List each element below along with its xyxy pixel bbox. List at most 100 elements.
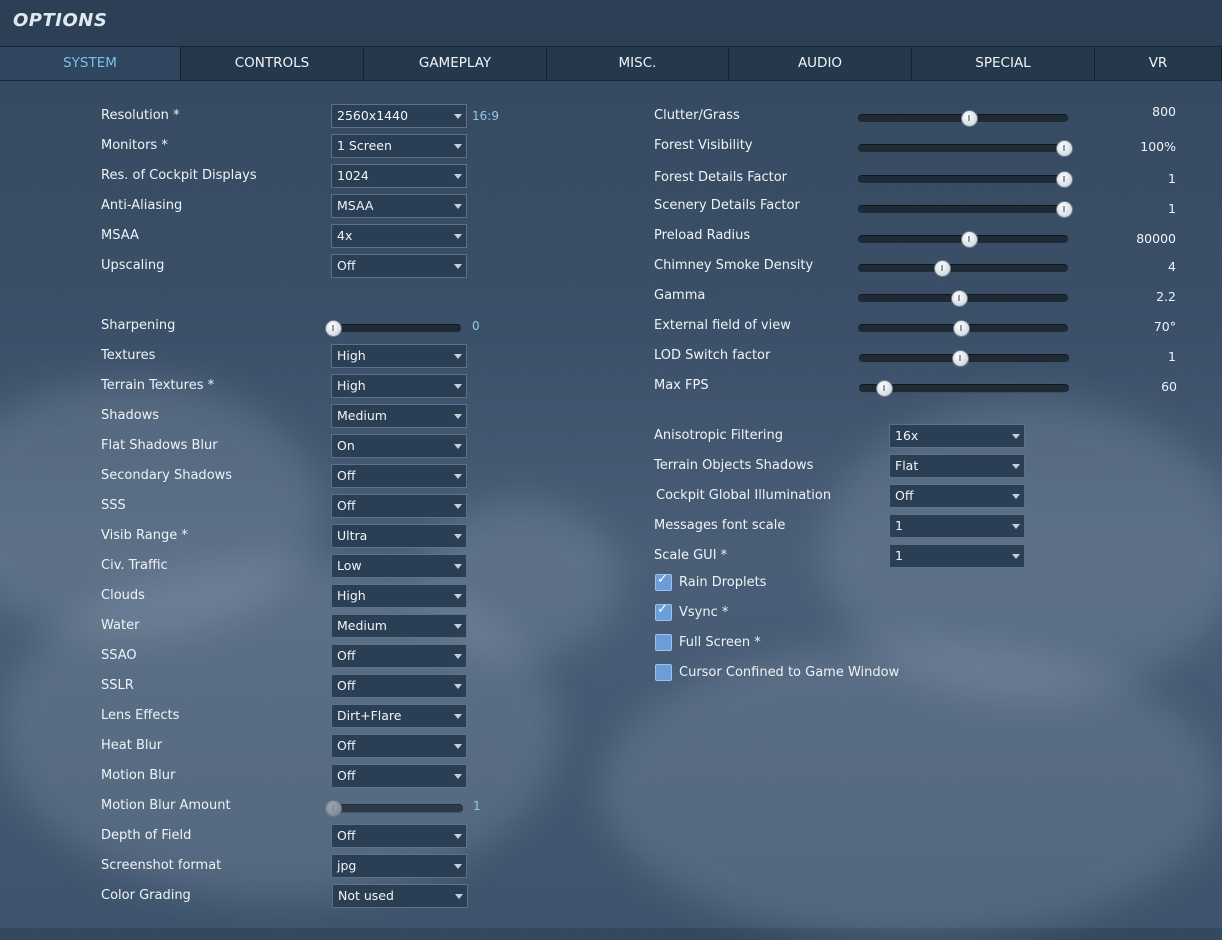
lod-switch-slider[interactable] [859,350,1069,367]
water-dropdown[interactable]: Medium [331,614,467,638]
secondary-shadows-dropdown[interactable]: Off [331,464,467,488]
cursor-confined-label: Cursor Confined to Game Window [679,665,900,680]
external-fov-slider[interactable] [858,320,1068,337]
forest-details-slider[interactable] [858,171,1073,188]
clutter-grass-slider[interactable] [858,110,1068,127]
msaa-label: MSAA [101,228,139,243]
cockpit-displays-dropdown[interactable]: 1024 [331,164,467,188]
tab-special[interactable]: SPECIAL [912,47,1095,80]
gamma-slider[interactable] [858,290,1068,307]
motion-blur-amount-slider[interactable] [325,800,463,817]
textures-dropdown[interactable]: High [331,344,467,368]
preload-radius-slider[interactable] [858,231,1068,248]
motion-blur-dropdown[interactable]: Off [331,764,467,788]
chevron-down-icon [454,414,462,419]
full-screen-checkbox[interactable] [655,634,672,651]
terrain-textures-dropdown[interactable]: High [331,374,467,398]
tab-gameplay[interactable]: GAMEPLAY [364,47,547,80]
visib-range-label: Visib Range * [101,528,188,543]
tab-vr[interactable]: VR [1095,47,1222,80]
gamma-label: Gamma [654,288,706,303]
gamma-slider-handle[interactable] [950,290,968,307]
lens-effects-value: Dirt+Flare [337,708,402,723]
resolution-dropdown[interactable]: 2560x1440 [331,104,467,128]
preload-radius-label: Preload Radius [654,228,751,243]
messages-font-scale-dropdown[interactable]: 1 [889,514,1025,538]
rain-droplets-label: Rain Droplets [679,575,767,590]
rain-droplets-checkbox[interactable]: ✓ [655,572,672,591]
chimney-smoke-slider-handle[interactable] [934,260,951,277]
chevron-down-icon [454,714,462,719]
tab-system[interactable]: SYSTEM [0,47,181,80]
chevron-down-icon [454,174,462,179]
forest-visibility-slider-handle[interactable] [1055,140,1073,157]
clutter-grass-slider-handle[interactable] [961,110,979,127]
terrain-objects-shadows-label: Terrain Objects Shadows [654,458,814,473]
chevron-down-icon [454,774,462,779]
ssao-dropdown[interactable]: Off [331,644,467,668]
depth-of-field-value: Off [337,828,356,843]
preload-radius-slider-handle[interactable] [961,231,979,248]
tab-audio[interactable]: AUDIO [729,47,912,80]
anisotropic-dropdown[interactable]: 16x [889,424,1025,448]
color-grading-dropdown[interactable]: Not used [332,884,468,908]
anti-aliasing-dropdown[interactable]: MSAA [331,194,467,218]
sharpening-slider[interactable] [325,320,461,337]
heat-blur-label: Heat Blur [101,738,163,753]
chevron-down-icon [1012,464,1020,469]
civ-traffic-dropdown[interactable]: Low [331,554,467,578]
external-fov-slider-handle[interactable] [952,320,970,337]
terrain-objects-shadows-dropdown[interactable]: Flat [889,454,1025,478]
chevron-down-icon [454,354,462,359]
flat-shadows-blur-dropdown[interactable]: On [331,434,467,458]
sslr-dropdown[interactable]: Off [331,674,467,698]
max-fps-slider[interactable] [859,380,1069,397]
window-title: OPTIONS [13,10,108,31]
chevron-down-icon [454,864,462,869]
msaa-dropdown[interactable]: 4x [331,224,467,248]
scale-gui-dropdown[interactable]: 1 [889,544,1025,568]
forest-visibility-slider[interactable] [858,140,1073,157]
gamma-value: 2.2 [1156,289,1176,304]
heat-blur-value: Off [337,738,356,753]
upscaling-value: Off [337,258,356,273]
shadows-dropdown[interactable]: Medium [331,404,467,428]
chevron-down-icon [454,744,462,749]
motion-blur-label: Motion Blur [101,768,176,783]
scenery-details-slider[interactable] [858,201,1073,218]
sss-label: SSS [101,498,126,513]
scenery-details-slider-handle[interactable] [1055,201,1073,218]
clouds-dropdown[interactable]: High [331,584,467,608]
checkmark-icon: ✓ [657,602,668,617]
tab-misc[interactable]: MISC. [547,47,729,80]
max-fps-label: Max FPS [654,378,709,393]
scenery-details-label: Scenery Details Factor [654,198,800,213]
chevron-down-icon [1012,524,1020,529]
motion-blur-amount-slider-handle[interactable] [325,800,342,817]
flat-shadows-blur-value: On [337,438,355,453]
visib-range-dropdown[interactable]: Ultra [331,524,467,548]
depth-of-field-dropdown[interactable]: Off [331,824,467,848]
sss-dropdown[interactable]: Off [331,494,467,518]
vsync-checkbox[interactable]: ✓ [655,602,672,621]
terrain-textures-value: High [337,378,366,393]
cockpit-gi-dropdown[interactable]: Off [889,484,1025,508]
lens-effects-dropdown[interactable]: Dirt+Flare [331,704,467,728]
screenshot-format-dropdown[interactable]: jpg [331,854,467,878]
color-grading-label: Color Grading [101,888,191,903]
sharpening-slider-handle[interactable] [325,320,342,337]
checkmark-icon: ✓ [657,572,668,587]
upscaling-dropdown[interactable]: Off [331,254,467,278]
forest-details-slider-handle[interactable] [1055,171,1073,188]
msaa-value: 4x [337,228,353,243]
monitors-dropdown[interactable]: 1 Screen [331,134,467,158]
chimney-smoke-slider[interactable] [858,260,1068,277]
tab-controls[interactable]: CONTROLS [181,47,364,80]
upscaling-label: Upscaling [101,258,165,273]
max-fps-slider-handle[interactable] [876,380,894,397]
lod-switch-slider-handle[interactable] [951,350,969,367]
sharpening-value: 0 [472,319,480,333]
cursor-confined-checkbox[interactable] [655,664,672,681]
heat-blur-dropdown[interactable]: Off [331,734,467,758]
monitors-label: Monitors * [101,138,168,153]
